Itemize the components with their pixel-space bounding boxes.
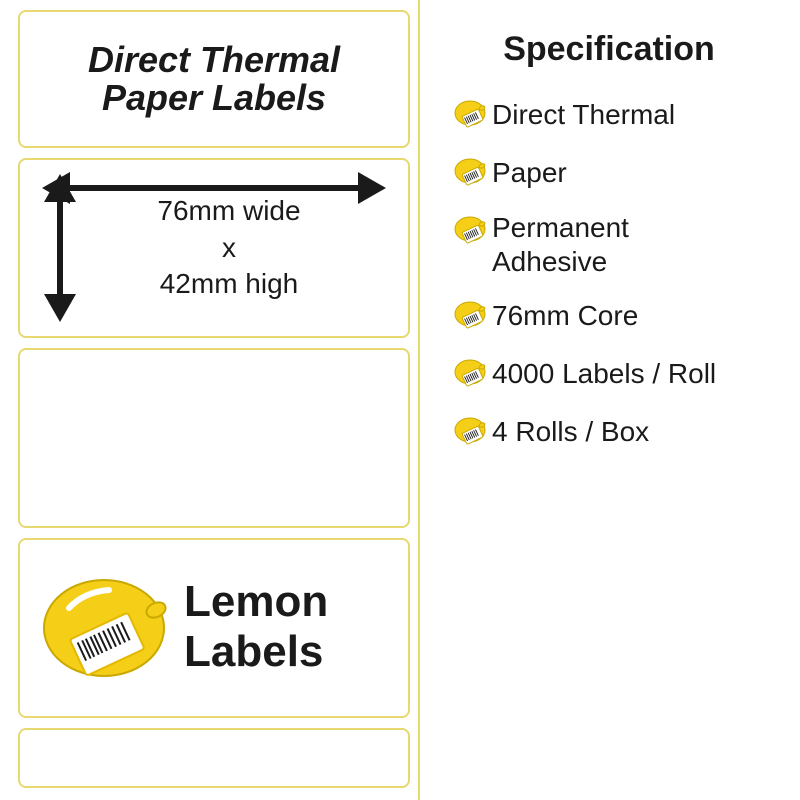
specification-column: Specification Direct Thermal Paper bbox=[420, 0, 800, 800]
product-title: Direct Thermal Paper Labels bbox=[88, 41, 340, 117]
logo-text-line1: Lemon bbox=[184, 577, 328, 626]
spec-item: 4000 Labels / Roll bbox=[448, 354, 790, 394]
lemon-labels-logo: Lemon Labels bbox=[34, 558, 394, 698]
title-line2: Paper Labels bbox=[102, 77, 326, 118]
arrow-down-head-icon bbox=[44, 294, 76, 322]
dim-height: 42mm high bbox=[160, 268, 299, 299]
dim-sep: x bbox=[222, 232, 236, 263]
spec-item-text: 4 Rolls / Box bbox=[492, 415, 649, 449]
dimension-box: 76mm wide x 42mm high bbox=[18, 158, 410, 338]
title-line1: Direct Thermal bbox=[88, 39, 340, 80]
blank-label-box-bottom bbox=[18, 728, 410, 788]
dimension-text: 76mm wide x 42mm high bbox=[157, 193, 300, 302]
arrow-h-line bbox=[62, 185, 366, 191]
logo-box: Lemon Labels bbox=[18, 538, 410, 718]
blank-label-box bbox=[18, 348, 410, 528]
lemon-bullet-icon bbox=[448, 296, 492, 336]
logo-text-line2: Labels bbox=[184, 627, 323, 676]
spec-item-text: Paper bbox=[492, 156, 567, 190]
spec-item-text: Direct Thermal bbox=[492, 98, 675, 132]
lemon-bullet-icon bbox=[448, 412, 492, 452]
spec-item: 4 Rolls / Box bbox=[448, 412, 790, 452]
spec-item: 76mm Core bbox=[448, 296, 790, 336]
spec-item-text: 4000 Labels / Roll bbox=[492, 357, 716, 391]
spec-item-text: 76mm Core bbox=[492, 299, 638, 333]
dim-width: 76mm wide bbox=[157, 195, 300, 226]
lemon-bullet-icon bbox=[448, 354, 492, 394]
spec-list: Direct Thermal Paper PermanentAdhesive bbox=[448, 95, 790, 452]
arrow-right-head-icon bbox=[358, 172, 386, 204]
lemon-bullet-icon bbox=[448, 153, 492, 193]
label-preview-column: Direct Thermal Paper Labels 76mm wide x … bbox=[0, 0, 420, 800]
spec-item-text: PermanentAdhesive bbox=[492, 211, 629, 278]
spec-item: Direct Thermal bbox=[448, 95, 790, 135]
lemon-bullet-icon bbox=[448, 211, 492, 251]
lemon-bullet-icon bbox=[448, 95, 492, 135]
spec-title: Specification bbox=[448, 30, 790, 69]
arrow-v-line bbox=[57, 194, 63, 302]
spec-item: PermanentAdhesive bbox=[448, 211, 790, 278]
spec-item: Paper bbox=[448, 153, 790, 193]
title-box: Direct Thermal Paper Labels bbox=[18, 10, 410, 148]
